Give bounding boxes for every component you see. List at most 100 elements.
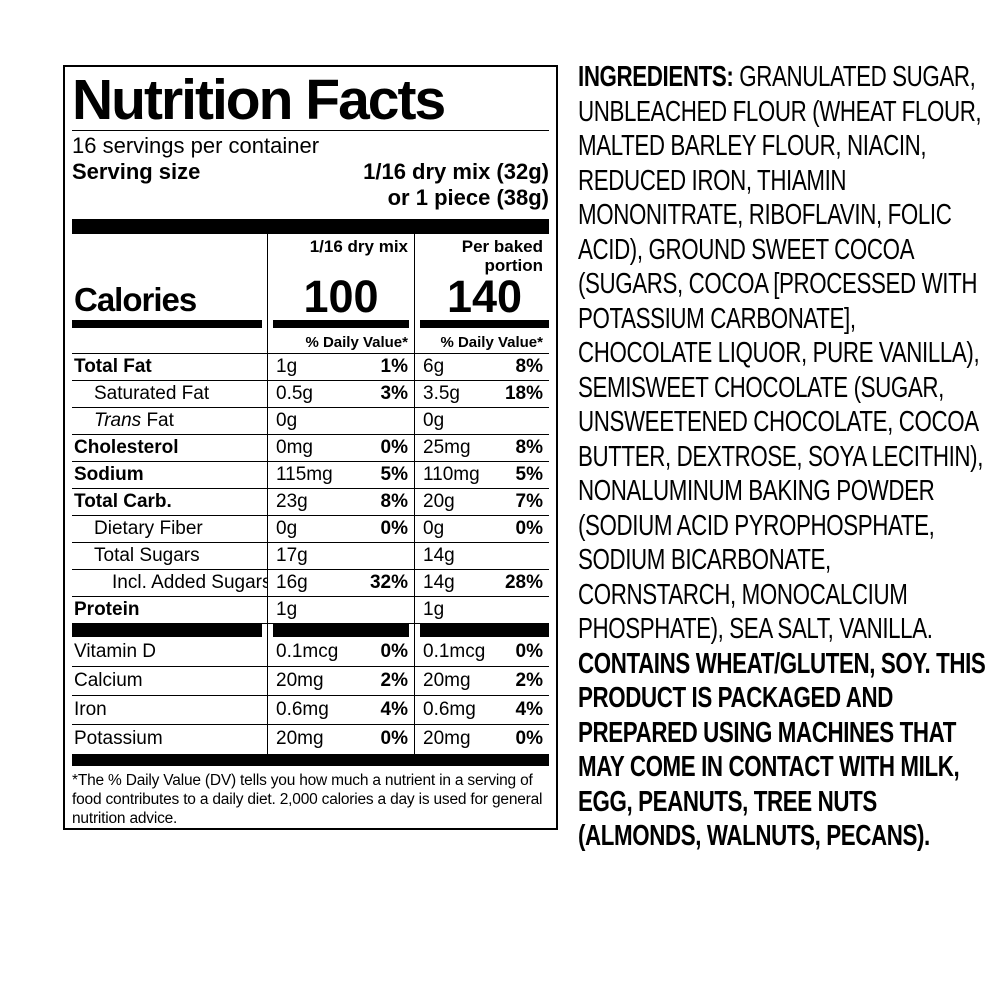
column-header-spacer <box>72 234 268 272</box>
dry-daily-value: 1% <box>380 356 408 377</box>
nutrient-row: Dietary Fiber 0g 0% 0g 0% <box>72 516 549 543</box>
serving-size-value: 1/16 dry mix (32g) or 1 piece (38g) <box>363 159 549 211</box>
dry-amount: 115mg <box>276 464 333 485</box>
baked-amount: 20mg <box>423 728 471 749</box>
calories-dry-value: 100 <box>303 271 379 322</box>
nutrient-row: Calcium 20mg 2% 20mg 2% <box>72 667 549 696</box>
baked-amount: 25mg <box>423 437 471 458</box>
dry-amount: 0g <box>276 410 298 431</box>
dry-amount: 0mg <box>276 437 313 458</box>
dry-daily-value: 8% <box>380 491 408 512</box>
nutrient-name: Total Fat <box>74 356 152 377</box>
nutrition-facts-label: Nutrition Facts 16 servings per containe… <box>63 65 558 830</box>
thick-divider-top <box>72 219 549 234</box>
baked-amount: 0.6mg <box>423 699 476 720</box>
nutrient-name: Sodium <box>74 464 144 485</box>
nutrient-name: Incl. Added Sugars <box>112 572 267 593</box>
daily-value-header-row: % Daily Value* % Daily Value* <box>72 328 549 354</box>
column-header-row: 1/16 dry mix Per baked portion <box>72 234 549 275</box>
nutrient-rows-section: Total Fat 1g 1% 6g 8% Saturated Fat 0.5g 3% 3.5g… <box>72 354 549 624</box>
column-header-baked: Per baked portion <box>461 237 543 275</box>
nutrient-row: Incl. Added Sugars 16g 32% 14g 28% <box>72 570 549 597</box>
serving-size-line2: or 1 piece (38g) <box>387 185 549 210</box>
dry-daily-value: 2% <box>380 670 408 691</box>
daily-value-header-dry: % Daily Value* <box>305 334 408 351</box>
nutrient-row: Protein 1g 1g <box>72 597 549 624</box>
baked-amount: 14g <box>423 572 455 593</box>
serving-size-label: Serving size <box>72 159 201 184</box>
serving-size-row: Serving size 1/16 dry mix (32g) or 1 pie… <box>72 159 549 211</box>
nutrient-name: Dietary Fiber <box>94 518 203 539</box>
dry-daily-value: 5% <box>380 464 408 485</box>
dry-daily-value: 4% <box>380 699 408 720</box>
thick-divider-bottom <box>72 754 549 766</box>
nutrient-row: Vitamin D 0.1mcg 0% 0.1mcg 0% <box>72 638 549 667</box>
dry-amount: 0g <box>276 518 298 539</box>
dry-amount: 20mg <box>276 728 324 749</box>
baked-daily-value: 0% <box>515 518 543 539</box>
nutrient-row: Total Fat 1g 1% 6g 8% <box>72 354 549 381</box>
label-title: Nutrition Facts <box>72 68 446 132</box>
dry-amount: 17g <box>276 545 308 566</box>
baked-daily-value: 0% <box>515 641 543 662</box>
dry-amount: 0.5g <box>276 383 313 404</box>
daily-value-spacer <box>72 328 268 353</box>
nutrient-row: Iron 0.6mg 4% 0.6mg 4% <box>72 696 549 725</box>
dry-daily-value: 0% <box>380 641 408 662</box>
baked-amount: 0g <box>423 410 445 431</box>
nutrient-name: Total Sugars <box>94 545 200 566</box>
daily-value-footnote: *The % Daily Value (DV) tells you how mu… <box>72 772 543 827</box>
nutrient-row: Trans Fat 0g 0g <box>72 408 549 435</box>
ingredients-body: GRANULATED SUGAR, UNBLEACHED FLOUR (WHEA… <box>578 61 984 645</box>
thick-divider-mid <box>72 624 549 638</box>
dry-amount: 16g <box>276 572 308 593</box>
dry-daily-value: 3% <box>380 383 408 404</box>
nutrient-name: Total Carb. <box>74 491 172 512</box>
baked-amount: 1g <box>423 599 445 620</box>
nutrient-row: Potassium 20mg 0% 20mg 0% <box>72 725 549 754</box>
baked-amount: 20mg <box>423 670 471 691</box>
daily-value-header-baked: % Daily Value* <box>440 334 543 351</box>
dry-daily-value: 0% <box>380 728 408 749</box>
nutrient-row: Total Carb. 23g 8% 20g 7% <box>72 489 549 516</box>
nutrient-name: Trans Fat <box>94 410 174 431</box>
dry-daily-value: 32% <box>369 572 408 593</box>
calories-row: Calories 100 140 <box>72 272 549 328</box>
nutrient-name: Protein <box>74 599 140 620</box>
nutrient-name: Potassium <box>74 728 163 749</box>
title-rule <box>72 130 549 131</box>
serving-size-line1: 1/16 dry mix (32g) <box>363 159 549 184</box>
baked-daily-value: 18% <box>504 383 543 404</box>
column-header-dry: 1/16 dry mix <box>309 237 408 256</box>
nutrient-name: Saturated Fat <box>94 383 210 404</box>
nutrient-name: Vitamin D <box>74 641 157 662</box>
nutrient-row: Cholesterol 0mg 0% 25mg 8% <box>72 435 549 462</box>
baked-daily-value: 8% <box>515 437 543 458</box>
baked-amount: 110mg <box>423 464 480 485</box>
dry-amount: 20mg <box>276 670 324 691</box>
baked-amount: 14g <box>423 545 455 566</box>
baked-daily-value: 4% <box>515 699 543 720</box>
allergen-statement: CONTAINS WHEAT/GLUTEN, SOY. THIS PRODUCT… <box>578 647 986 853</box>
vitamin-rows-section: Vitamin D 0.1mcg 0% 0.1mcg 0% Calcium 20mg 2% 20… <box>72 638 549 754</box>
nutrient-name: Cholesterol <box>74 437 179 458</box>
baked-daily-value: 7% <box>515 491 543 512</box>
dry-amount: 23g <box>276 491 308 512</box>
calories-baked-value: 140 <box>446 271 523 322</box>
baked-daily-value: 8% <box>515 356 543 377</box>
ingredients-heading: INGREDIENTS: <box>578 61 734 93</box>
nutrient-row: Total Sugars 17g 14g <box>72 543 549 570</box>
baked-daily-value: 5% <box>515 464 543 485</box>
dry-daily-value: 0% <box>380 518 408 539</box>
baked-daily-value: 28% <box>504 572 543 593</box>
baked-amount: 0.1mcg <box>423 641 486 662</box>
calories-label: Calories <box>74 281 197 318</box>
nutrient-name: Calcium <box>74 670 143 691</box>
baked-amount: 0g <box>423 518 445 539</box>
baked-amount: 6g <box>423 356 445 377</box>
dry-amount: 0.6mg <box>276 699 329 720</box>
dry-daily-value: 0% <box>380 437 408 458</box>
dry-amount: 1g <box>276 599 298 620</box>
nutrient-name: Iron <box>74 699 107 720</box>
